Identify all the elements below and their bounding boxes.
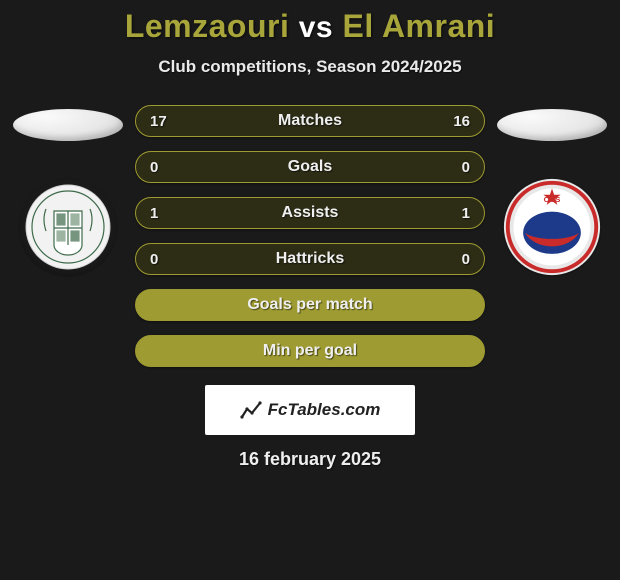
right-side: OCS bbox=[497, 105, 607, 277]
stat-label: Goals per match bbox=[136, 296, 484, 314]
crest-left-svg bbox=[24, 183, 112, 271]
player1-club-crest bbox=[18, 177, 118, 277]
stat-row: Min per goal bbox=[135, 335, 485, 367]
stat-label: Assists bbox=[136, 204, 484, 222]
stat-row: 17Matches16 bbox=[135, 105, 485, 137]
stat-row: 1Assists1 bbox=[135, 197, 485, 229]
stat-right-value: 1 bbox=[462, 205, 470, 222]
comparison-card: Lemzaouri vs El Amrani Club competitions… bbox=[0, 0, 620, 470]
stat-right-value: 0 bbox=[462, 159, 470, 176]
stats-column: 17Matches160Goals01Assists10Hattricks0Go… bbox=[135, 105, 485, 367]
player2-club-crest: OCS bbox=[502, 177, 602, 277]
stat-left-value: 17 bbox=[150, 113, 167, 130]
stat-label: Matches bbox=[136, 112, 484, 130]
brand-badge[interactable]: FcTables.com bbox=[205, 385, 415, 435]
stat-row: Goals per match bbox=[135, 289, 485, 321]
stat-row: 0Hattricks0 bbox=[135, 243, 485, 275]
stat-label: Goals bbox=[136, 158, 484, 176]
stat-row: 0Goals0 bbox=[135, 151, 485, 183]
player2-name: El Amrani bbox=[343, 8, 496, 44]
page-title: Lemzaouri vs El Amrani bbox=[0, 8, 620, 45]
stat-left-value: 0 bbox=[150, 159, 158, 176]
player2-avatar-placeholder bbox=[497, 109, 607, 141]
stat-right-value: 0 bbox=[462, 251, 470, 268]
left-side bbox=[13, 105, 123, 277]
stat-left-value: 1 bbox=[150, 205, 158, 222]
stat-right-value: 16 bbox=[453, 113, 470, 130]
subtitle: Club competitions, Season 2024/2025 bbox=[0, 57, 620, 77]
date-text: 16 february 2025 bbox=[0, 449, 620, 470]
crest-right-svg: OCS bbox=[502, 175, 602, 279]
stat-label: Min per goal bbox=[136, 342, 484, 360]
stat-left-value: 0 bbox=[150, 251, 158, 268]
player1-name: Lemzaouri bbox=[125, 8, 290, 44]
player1-avatar-placeholder bbox=[13, 109, 123, 141]
main-row: 17Matches160Goals01Assists10Hattricks0Go… bbox=[0, 105, 620, 367]
vs-text: vs bbox=[299, 11, 333, 44]
brand-icon bbox=[240, 399, 262, 421]
brand-text: FcTables.com bbox=[268, 400, 381, 420]
stat-label: Hattricks bbox=[136, 250, 484, 268]
